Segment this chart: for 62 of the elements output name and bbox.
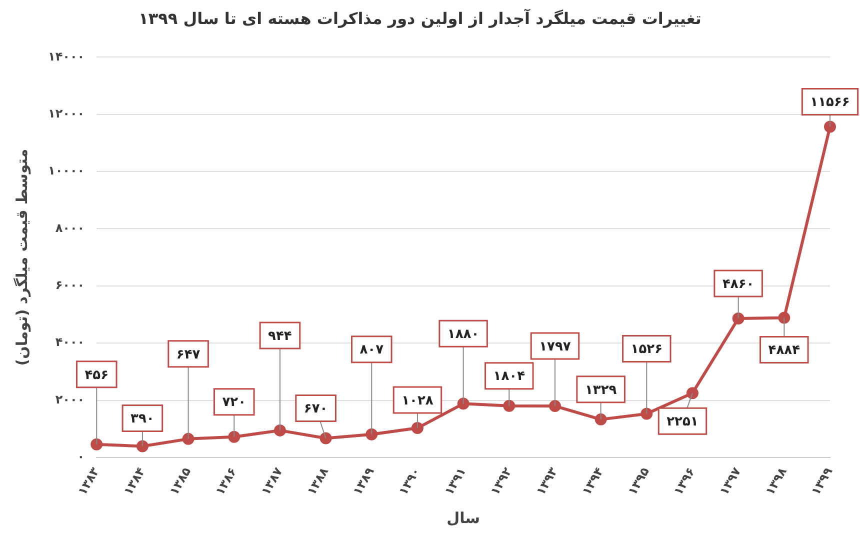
data-label: ۱۸۰۴ [493,369,526,384]
point [228,430,240,443]
point [90,438,103,450]
x-tick-label: ۱۳۸۶ [212,465,240,498]
x-tick-label: ۱۳۹۰ [396,465,423,498]
x-tick-label: ۱۳۸۷ [258,464,286,498]
data-label: ۱۱۵۶۶ [810,95,850,110]
x-tick-label: ۱۳۸۴ [120,465,148,498]
x-tick-label: ۱۳۹۳ [534,464,561,498]
point [274,424,286,436]
point [594,413,607,426]
point [320,432,332,444]
data-label: ۶۴۷ [176,347,200,362]
data-label: ۱۰۲۸ [402,393,434,408]
data-label: ۴۵۶ [84,368,109,383]
y-tick-label: ۱۰۰۰۰ [48,164,85,178]
data-label: ۷۲۰ [222,395,246,410]
x-tick-label: ۱۳۹۵ [625,465,652,498]
data-label: ۶۷۰ [304,402,328,417]
point [136,440,148,452]
data-label: ۹۴۴ [268,328,292,344]
y-tick-label: ۲۰۰۰ [55,392,85,406]
x-tick-label: ۱۳۹۸ [762,464,790,498]
chart-title: تغییرات قیمت میلگرد آجدار از اولین دور مذاکرات هسته ای تا سال ۱۳۹۹ [138,8,702,28]
point [732,312,744,324]
data-label: ۱۵۲۶ [630,342,663,358]
y-tick-label: ۴۰۰۰ [55,335,85,350]
x-tick-label: ۱۳۹۴ [579,465,606,498]
x-tick-label: ۱۳۹۲ [488,464,515,498]
x-tick-label: ۱۳۹۷ [716,464,744,498]
x-tick-label: ۱۳۹۹ [808,464,836,498]
x-axis-title: سال [446,508,480,527]
point [824,120,836,133]
y-axis-title: متوسط قیمت میلگرد (تومان) [12,148,31,366]
x-tick-label: ۱۳۹۶ [671,465,698,498]
data-label: ۱۳۲۹ [584,382,617,398]
y-tick-label: ۱۲۰۰۰ [48,106,85,120]
point [182,432,194,445]
y-tick-label: ۰ [77,450,85,464]
point [686,387,698,400]
point [503,400,516,412]
data-label: ۱۷۹۷ [539,339,571,354]
y-tick-label: ۶۰۰۰ [55,278,85,292]
x-tick-label: ۱۳۸۵ [166,465,194,498]
data-label: ۱۸۸۰ [447,327,480,342]
x-tick-label: ۱۳۹۱ [442,465,469,498]
data-label: ۸۰۷ [360,342,384,358]
data-label: ۲۲۵۱ [666,414,698,430]
x-tick-label: ۱۳۸۹ [350,464,378,498]
point [640,408,653,420]
data-label: ۴۸۸۴ [768,343,800,358]
y-tick-label: ۱۴۰۰۰ [48,49,85,64]
point [548,400,561,412]
x-tick-label: ۱۳۸۸ [304,464,332,498]
x-tick-label: ۱۳۸۳ [75,464,102,498]
point [366,428,378,440]
data-label: ۳۹۰ [130,412,154,427]
point [411,422,424,434]
y-tick-label: ۸۰۰۰ [55,220,85,235]
data-label: ۴۸۶۰ [722,276,754,292]
point [778,312,790,324]
point [457,398,470,410]
